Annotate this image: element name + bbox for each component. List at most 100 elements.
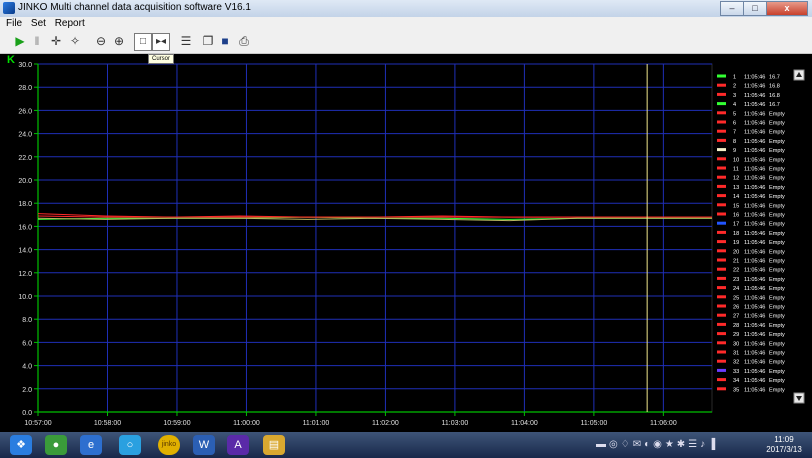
- legend-time: 11:05:46: [744, 130, 765, 136]
- series-line-4: [37, 217, 712, 222]
- legend-time: 11:05:46: [744, 268, 765, 274]
- legend-channel: 28: [733, 323, 739, 329]
- legend-value: Empty: [769, 121, 785, 127]
- legend-swatch-29: [717, 332, 726, 336]
- save-icon[interactable]: ■: [221, 34, 229, 48]
- legend-time: 11:05:46: [744, 203, 765, 209]
- temperature-chart[interactable]: 30.028.026.024.022.020.018.016.014.012.0…: [0, 54, 812, 432]
- 360-icon[interactable]: ●: [45, 435, 67, 455]
- legend-swatch-21: [717, 258, 726, 262]
- legend-value: Empty: [769, 157, 785, 163]
- legend-channel: 19: [733, 240, 739, 246]
- legend-channel: 22: [733, 268, 739, 274]
- legend-channel: 20: [733, 249, 739, 255]
- print-icon[interactable]: ⎙: [239, 34, 249, 48]
- y-tick-label: 20.0: [18, 178, 32, 185]
- legend-channel: 10: [733, 157, 739, 163]
- scroll-up-icon: [796, 72, 802, 77]
- y-tick-label: 24.0: [18, 132, 32, 139]
- legend-value: Empty: [769, 148, 785, 154]
- x-tick-label: 11:06:00: [650, 420, 677, 427]
- legend-value: Empty: [769, 360, 785, 366]
- series-line-3: [37, 215, 712, 218]
- acrobat-icon[interactable]: A: [227, 435, 249, 455]
- legend-swatch-17: [717, 221, 726, 225]
- legend-swatch-34: [717, 378, 726, 382]
- menu-report[interactable]: Report: [54, 18, 85, 29]
- legend-channel: 2: [733, 84, 736, 90]
- y-tick-label: 10.0: [18, 294, 32, 301]
- menu-file[interactable]: File: [6, 18, 23, 29]
- ie-icon[interactable]: e: [80, 435, 102, 455]
- copy-icon[interactable]: ❐: [202, 34, 214, 48]
- menu-bar: File Set Report: [0, 17, 812, 30]
- browser-icon[interactable]: ○: [119, 435, 141, 455]
- plot-area[interactable]: [37, 63, 713, 413]
- legend-value: Empty: [769, 277, 785, 283]
- legend-time: 11:05:46: [744, 378, 765, 384]
- window-controls: – □ x: [720, 1, 808, 16]
- system-tray[interactable]: ▬◎♢✉◐◉★✱☰♪▐: [596, 439, 719, 450]
- app-icon: [3, 2, 15, 14]
- y-tick-label: 28.0: [18, 85, 32, 92]
- legend-channel: 9: [733, 148, 736, 154]
- word-icon[interactable]: W: [193, 435, 215, 455]
- legend-channel: 35: [733, 387, 739, 393]
- legend-value: 16.7: [769, 75, 780, 81]
- taskbar: ▬◎♢✉◐◉★✱☰♪▐ 11:09 2017/3/13 ❖ ● e ○ jinko W A ▤: [0, 432, 812, 458]
- legend-channel: 12: [733, 176, 739, 182]
- taskbar-clock[interactable]: 11:09 2017/3/13: [764, 435, 804, 455]
- y-tick-label: 14.0: [18, 248, 32, 255]
- legend-time: 11:05:46: [744, 213, 765, 219]
- close-button[interactable]: x: [766, 1, 808, 16]
- menu-set[interactable]: Set: [30, 18, 46, 29]
- legend-swatch-6: [717, 120, 726, 124]
- legend-channel: 34: [733, 378, 739, 384]
- cursor-icon[interactable]: ▸◂: [152, 33, 170, 51]
- pause-icon[interactable]: ‖: [34, 34, 40, 48]
- play-icon[interactable]: ▶: [15, 34, 25, 48]
- zoom-in-icon[interactable]: ⊕: [113, 34, 125, 48]
- legend-channel: 3: [733, 93, 736, 99]
- legend-swatch-23: [717, 276, 726, 280]
- legend-swatch-7: [717, 129, 726, 133]
- legend-value: Empty: [769, 222, 785, 228]
- start-button-icon[interactable]: ❖: [10, 435, 32, 455]
- legend-swatch-31: [717, 350, 726, 354]
- legend-value: Empty: [769, 305, 785, 311]
- jinko-app-icon[interactable]: jinko: [158, 435, 180, 455]
- legend-time: 11:05:46: [744, 75, 765, 81]
- legend-channel: 11: [733, 167, 739, 173]
- legend-time: 11:05:46: [744, 167, 765, 173]
- pan-icon[interactable]: ✛: [50, 34, 62, 48]
- export-icon[interactable]: ☰: [180, 34, 192, 48]
- y-tick-label: 2.0: [22, 387, 32, 394]
- legend-swatch-2: [717, 83, 726, 87]
- legend-value: Empty: [769, 139, 785, 145]
- legend-swatch-3: [717, 92, 726, 96]
- minimize-button[interactable]: –: [720, 1, 744, 16]
- legend-channel: 1: [733, 75, 736, 81]
- zoom-out-icon[interactable]: ⊖: [95, 34, 107, 48]
- legend-channel: 7: [733, 130, 736, 136]
- legend-time: 11:05:46: [744, 148, 765, 154]
- legend-swatch-10: [717, 157, 726, 161]
- cursor-tooltip: Cursor: [148, 54, 175, 64]
- scroll-down-icon: [796, 396, 802, 401]
- legend-time: 11:05:46: [744, 369, 765, 375]
- legend-time: 11:05:46: [744, 387, 765, 393]
- legend-channel: 6: [733, 121, 736, 127]
- legend-swatch-12: [717, 175, 726, 179]
- legend-time: 11:05:46: [744, 231, 765, 237]
- legend-swatch-25: [717, 295, 726, 299]
- legend-channel: 29: [733, 332, 739, 338]
- legend-channel: 25: [733, 295, 739, 301]
- legend-swatch-13: [717, 184, 726, 188]
- explorer-icon[interactable]: ▤: [263, 435, 285, 455]
- pan-zoom-icon[interactable]: ✧: [69, 34, 81, 48]
- select-box-icon[interactable]: □: [134, 33, 152, 51]
- legend-channel: 30: [733, 341, 739, 347]
- legend-time: 11:05:46: [744, 295, 765, 301]
- maximize-button[interactable]: □: [743, 1, 767, 16]
- legend-channel: 24: [733, 286, 739, 292]
